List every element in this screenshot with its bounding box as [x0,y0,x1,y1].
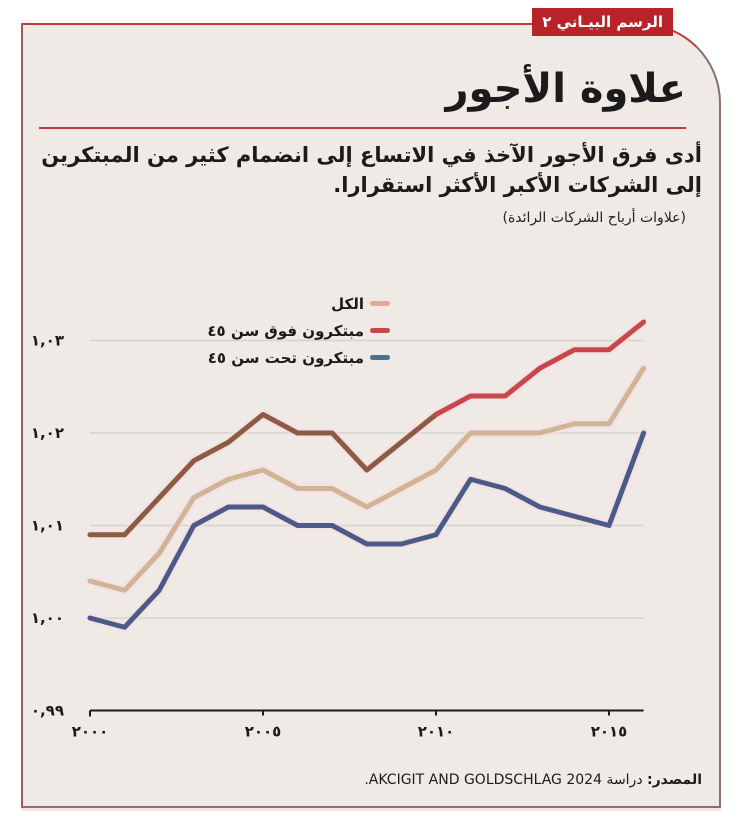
legend-swatch-under45 [370,355,390,360]
svg-text:١,٠٠: ١,٠٠ [31,609,64,627]
legend-swatch-over45 [370,328,390,333]
legend-swatch-all [370,301,390,306]
chart-title: علاوة الأجور [445,66,686,112]
x-axis: ٢٠٠٠ ٢٠٠٥ ٢٠١٠ ٢٠١٥ [72,709,644,741]
legend-item-over45: مبتكرون فوق سن ٤٥ [207,317,390,344]
legend: الكل مبتكرون فوق سن ٤٥ مبتكرون تحت سن ٤٥ [207,290,390,371]
source-label: المصدر: [647,772,702,788]
svg-text:١,٠٢: ١,٠٢ [31,424,64,442]
y-axis-labels: ٠,٩٩ ١,٠٠ ١,٠١ ١,٠٢ ١,٠٣ [31,332,64,720]
source-note: المصدر: دراسة AKCIGIT AND GOLDSCHLAG 202… [364,772,702,788]
svg-text:٢٠١٥: ٢٠١٥ [591,723,628,741]
chart-subtitle: أدى فرق الأجور الآخذ في الاتساع إلى انضم… [41,143,702,197]
legend-item-all: الكل [207,290,390,317]
svg-text:٠,٩٩: ٠,٩٩ [31,702,64,720]
legend-item-under45: مبتكرون تحت سن ٤٥ [207,344,390,371]
chart-card [21,23,721,808]
title-divider [39,127,686,129]
svg-text:٢٠١٠: ٢٠١٠ [418,723,455,741]
data-series [85,317,649,633]
svg-text:١,٠١: ١,٠١ [31,517,64,535]
svg-text:٢٠٠٥: ٢٠٠٥ [245,723,282,741]
legend-label: مبتكرون فوق سن ٤٥ [207,321,364,340]
svg-text:١,٠٣: ١,٠٣ [31,332,64,350]
legend-label: الكل [331,294,364,313]
source-text: دراسة AKCIGIT AND GOLDSCHLAG 2024. [364,772,643,788]
legend-label: مبتكرون تحت سن ٤٥ [207,348,364,367]
figure-badge: الرسم البيـاني ٢ [532,8,673,36]
y-axis-unit-note: (علاوات أرباح الشركات الرائدة) [502,210,687,226]
svg-text:٢٠٠٠: ٢٠٠٠ [72,723,109,741]
